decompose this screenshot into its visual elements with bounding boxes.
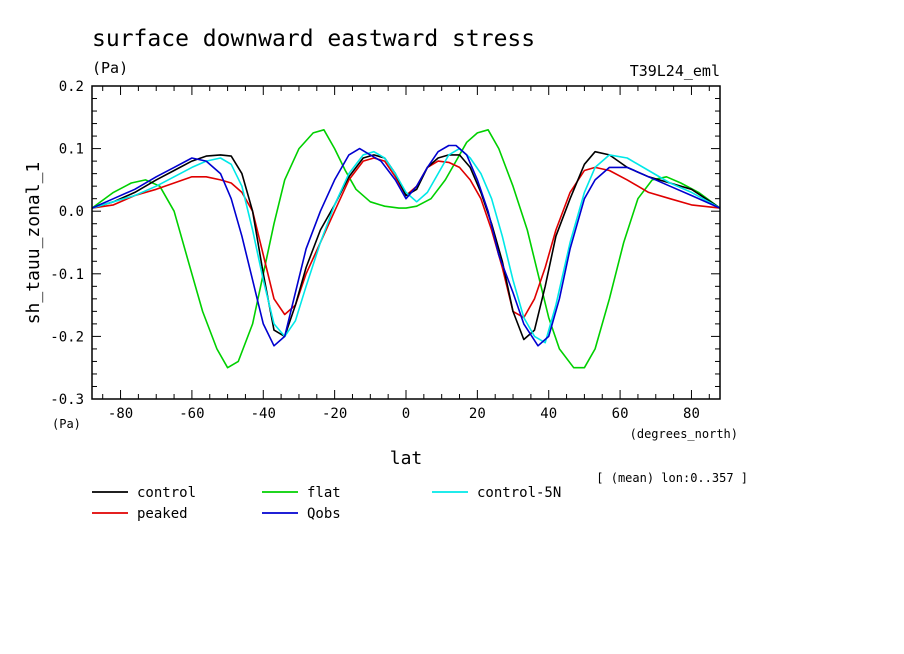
series-line-flat xyxy=(91,129,721,369)
legend-label-qobs: Qobs xyxy=(307,506,341,522)
experiment-label: T39L24_eml xyxy=(630,62,720,80)
legend-label-flat: flat xyxy=(307,485,341,501)
y-tick-label: 0.2 xyxy=(59,79,84,95)
x-tick-label: 20 xyxy=(469,406,486,422)
plot-frame xyxy=(91,85,721,400)
x-tick-label: -60 xyxy=(179,406,204,422)
legend-label-peaked: peaked xyxy=(137,506,188,522)
x-tick-label: 80 xyxy=(683,406,700,422)
ticks-layer: -80 -60 -40 -20 0 20 40 60 80 -0.3 -0.2 -0.1 0.0 0.1 0… xyxy=(50,79,720,422)
series-line-qobs xyxy=(91,144,721,347)
legend: control peaked flat control-5N Qobs xyxy=(92,485,561,522)
series-line-control-5n xyxy=(91,147,721,344)
x-axis-units: (degrees_north) xyxy=(630,427,738,441)
chart-title: surface downward eastward stress xyxy=(92,26,535,52)
averaging-note: [ (mean) lon:0..357 ] xyxy=(596,471,748,485)
y-tick-label: -0.3 xyxy=(50,392,84,408)
y-tick-label: -0.2 xyxy=(50,329,84,345)
legend-label-control: control xyxy=(137,485,196,501)
x-tick-label: -40 xyxy=(251,406,276,422)
y-tick-label: -0.1 xyxy=(50,267,84,283)
y-tick-label: 0.1 xyxy=(59,142,84,158)
x-tick-label: 60 xyxy=(612,406,629,422)
x-tick-label: -20 xyxy=(322,406,347,422)
legend-label-control-5n: control-5N xyxy=(477,485,561,501)
series-line-control xyxy=(91,150,721,341)
y-tick-label: 0.0 xyxy=(59,204,84,220)
x-tick-label: 0 xyxy=(402,406,410,422)
y-axis-units: (Pa) xyxy=(52,417,81,431)
series-layer xyxy=(91,129,721,369)
x-axis-label: lat xyxy=(390,448,423,469)
y-axis-label: sh_tauu_zonal_1 xyxy=(23,162,44,325)
x-tick-label: 40 xyxy=(540,406,557,422)
units-label: (Pa) xyxy=(92,59,128,77)
x-tick-label: -80 xyxy=(108,406,133,422)
